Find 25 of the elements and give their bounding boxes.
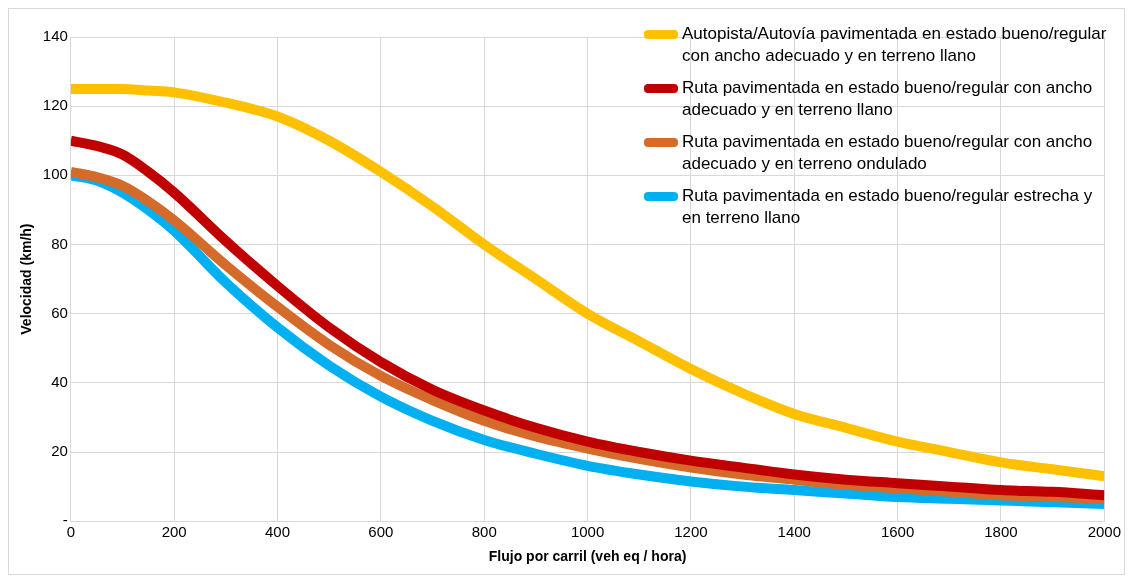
y-tick-label: 140: [42, 27, 68, 45]
x-tick-label: 600: [368, 523, 394, 541]
x-axis-title: Flujo por carril (veh eq / hora): [488, 548, 687, 565]
legend-label: Ruta pavimentada en estado bueno/regular estrecha y en terreno llano: [682, 185, 1094, 229]
y-tick-label: 60: [51, 303, 68, 321]
legend-label: Autopista/Autovía pavimentada en estado bueno/regular con ancho adecuado y en terreno llano: [682, 23, 1108, 67]
x-tick-label: 2000: [1087, 523, 1121, 541]
y-tick-label: 100: [42, 165, 68, 183]
x-tick-label: 400: [265, 523, 291, 541]
legend-label: Ruta pavimentada en estado bueno/regular con ancho adecuado y en terreno ondulado: [682, 131, 1094, 175]
y-tick-label: 80: [51, 234, 68, 252]
y-axis-title: Velocidad (km/h): [18, 223, 35, 335]
x-tick-label: 1600: [880, 523, 915, 541]
x-tick-label: 200: [161, 523, 187, 541]
legend-label: Ruta pavimentada en estado bueno/regular con ancho adecuado y en terreno llano: [682, 77, 1094, 121]
y-tick-label: -: [62, 511, 68, 529]
x-tick-label: 0: [66, 523, 75, 541]
y-tick-label: 120: [42, 96, 68, 114]
x-tick-label: 1200: [674, 523, 708, 541]
x-tick-label: 1400: [777, 523, 811, 541]
x-tick-label: 1800: [984, 523, 1018, 541]
x-tick-label: 800: [471, 523, 497, 541]
y-tick-label: 40: [51, 373, 68, 390]
x-tick-label: 1000: [570, 523, 605, 541]
y-tick-label: 20: [51, 442, 68, 460]
